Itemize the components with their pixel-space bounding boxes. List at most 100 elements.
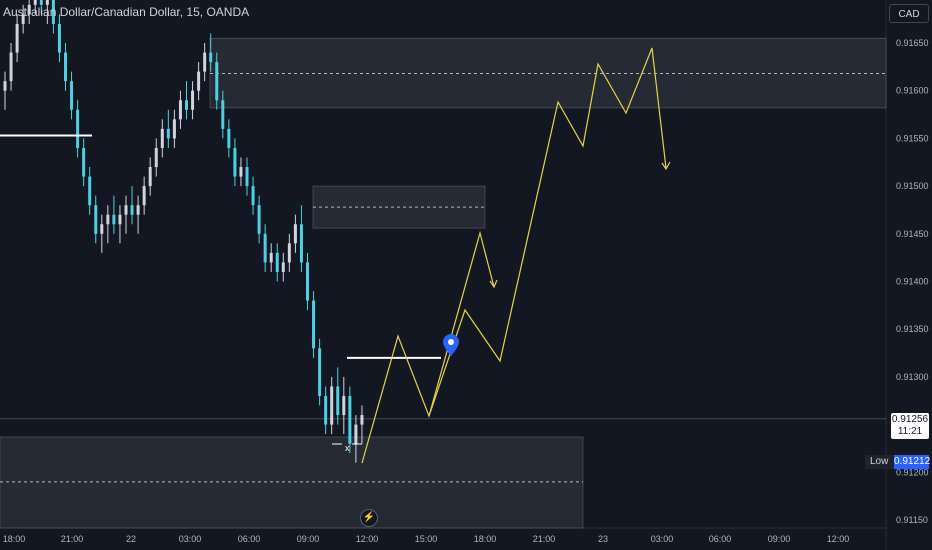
- candle-body: [354, 424, 358, 444]
- candle-body: [100, 224, 104, 234]
- candle-body: [9, 52, 13, 82]
- x-tick-label: 22: [126, 534, 136, 544]
- candle-body: [136, 205, 140, 215]
- candle-body: [221, 100, 225, 129]
- candle-body: [330, 386, 334, 425]
- candle-body: [275, 252, 279, 272]
- candle-body: [27, 4, 31, 15]
- forecast-arrow-2: [661, 161, 671, 171]
- low-price-tag: Low 0.91212: [865, 455, 931, 469]
- x-tick-label: 09:00: [297, 534, 320, 544]
- y-tick-label: 0.91550: [896, 133, 929, 143]
- candle-body: [57, 23, 61, 53]
- candle-body: [281, 262, 285, 272]
- x-tick-label: 03:00: [651, 534, 674, 544]
- symbol-title: Australian Dollar/Canadian Dollar, 15, O…: [3, 5, 250, 19]
- candle-body: [166, 128, 170, 139]
- candle-body: [203, 52, 207, 72]
- candle-body: [348, 395, 352, 444]
- candle-body: [3, 81, 7, 91]
- candle-body: [178, 100, 182, 120]
- x-tick-label: 09:00: [768, 534, 791, 544]
- candle-body: [82, 147, 86, 177]
- y-tick-label: 0.91650: [896, 38, 929, 48]
- candle-body: [45, 0, 49, 5]
- candle-body: [257, 205, 261, 234]
- currency-button[interactable]: CAD: [889, 4, 929, 23]
- candle-body: [245, 167, 249, 187]
- candle-body: [197, 71, 201, 91]
- y-tick-label: 0.91150: [896, 515, 928, 525]
- x-tick-label: 21:00: [533, 534, 556, 544]
- candle-body: [209, 52, 213, 63]
- y-tick-label: 0.91350: [896, 324, 929, 334]
- candle-body: [33, 0, 37, 5]
- candle-body: [172, 119, 176, 139]
- candle-body: [251, 186, 255, 206]
- candle-body: [336, 386, 340, 416]
- forecast-arrow-1: [489, 279, 498, 289]
- x-tick-label: 06:00: [238, 534, 261, 544]
- candle-body: [263, 233, 267, 263]
- x-tick-label: 18:00: [3, 534, 26, 544]
- candle-body: [324, 395, 328, 425]
- forecast-anchor: [372, 416, 429, 420]
- candle-body: [299, 224, 303, 263]
- x-tick-label: 21:00: [61, 534, 84, 544]
- x-tick-label: 03:00: [179, 534, 202, 544]
- candle-body: [76, 109, 80, 148]
- x-tick-label: 18:00: [474, 534, 497, 544]
- candle-body: [342, 395, 346, 416]
- zone-3: [0, 436, 584, 529]
- candle-body: [64, 52, 67, 82]
- y-tick-label: 0.91500: [896, 181, 929, 191]
- candle-body: [112, 214, 116, 225]
- candle-body: [306, 262, 309, 301]
- candle-body: [88, 176, 92, 206]
- candle-body: [287, 243, 291, 263]
- forecast-path-1: [361, 230, 495, 464]
- y-tick-label: 0.91400: [896, 277, 929, 287]
- x-tick-label: 15:00: [415, 534, 438, 544]
- candle-body: [106, 214, 110, 225]
- candle-body: [94, 205, 98, 234]
- low-label: Low: [870, 456, 889, 467]
- location-pin-dot: [448, 339, 454, 345]
- lightning-icon[interactable]: ⚡: [360, 509, 378, 527]
- x-tick-label: 06:00: [709, 534, 732, 544]
- x-tick-label: 12:00: [356, 534, 379, 544]
- candle-body: [185, 100, 188, 110]
- forecast-path-2: [428, 47, 667, 417]
- candle-body: [130, 205, 134, 215]
- candle-body: [191, 90, 195, 110]
- y-tick-label: 0.91600: [896, 86, 929, 96]
- candle-body: [239, 167, 243, 177]
- bar-countdown: 11:21: [897, 426, 923, 437]
- candle-body: [118, 214, 122, 225]
- candle-body: [70, 81, 74, 110]
- candle-body: [293, 224, 297, 244]
- low-value: 0.91212: [894, 455, 931, 469]
- candle-body: [39, 0, 43, 5]
- candle-body: [148, 167, 152, 187]
- candle-body: [51, 0, 55, 24]
- candle-body: [142, 186, 146, 206]
- y-tick-label: 0.91450: [896, 229, 929, 239]
- candle-body: [312, 300, 316, 349]
- candle-body: [215, 62, 219, 101]
- candle-body: [360, 415, 364, 425]
- candle-body: [15, 23, 19, 53]
- candle-body: [227, 128, 231, 148]
- candle-body: [318, 348, 322, 396]
- candle-body: [124, 205, 128, 215]
- y-tick-label: 0.91300: [896, 372, 929, 382]
- current-price-badge: 0.91256 11:21: [891, 413, 929, 439]
- candle-body: [233, 147, 237, 177]
- x-marker-label: x: [345, 443, 350, 453]
- candle-body: [160, 128, 164, 148]
- candle-body: [21, 14, 25, 24]
- candle-body: [269, 252, 273, 263]
- x-tick-label: 12:00: [827, 534, 850, 544]
